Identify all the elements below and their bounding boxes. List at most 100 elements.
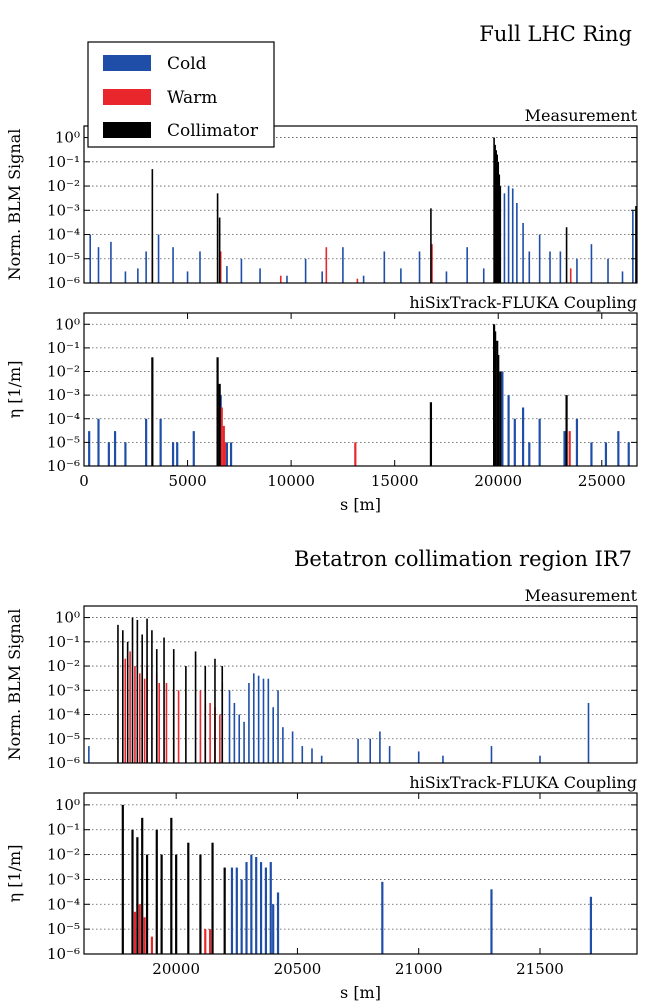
section-title-full-ring: Full LHC Ring xyxy=(479,22,632,46)
bar-warm xyxy=(124,658,127,763)
panel-title: Measurement xyxy=(525,586,638,605)
bar-warm xyxy=(209,929,212,954)
panels: 10⁰ 10⁻¹ 10⁻² 10⁻³ 10⁻⁴ 10⁻⁵ 10⁻⁶ Measurement No… xyxy=(5,106,638,1002)
bar-cold xyxy=(267,678,270,763)
y-tick-label: 10⁻³ xyxy=(47,870,80,888)
bar-cold xyxy=(304,258,307,283)
bar-cold xyxy=(369,738,372,763)
bar-cold xyxy=(159,418,162,466)
bar-collimator xyxy=(493,137,495,283)
bar-collimator xyxy=(151,357,154,466)
y-tick-label: 10⁻² xyxy=(47,657,80,675)
bar-cold xyxy=(576,258,578,283)
bar-collimator xyxy=(494,331,497,466)
bar-cold xyxy=(522,222,524,283)
bar-collimator xyxy=(151,630,153,763)
bar-cold xyxy=(417,751,420,763)
bar-cold xyxy=(228,690,231,763)
y-tick-label: 10⁻² xyxy=(47,846,80,864)
bar-cold xyxy=(501,371,504,466)
y-tick-label: 10⁻¹ xyxy=(47,153,80,171)
bar-cold xyxy=(110,241,112,283)
bar-cold xyxy=(264,867,268,954)
bar-collimator xyxy=(131,617,134,763)
y-tick-label: 10⁻¹ xyxy=(47,339,80,357)
bar-cold xyxy=(272,707,274,763)
legend-swatch-collimator xyxy=(103,122,151,138)
bar-cold xyxy=(538,418,541,466)
y-axis-label: Norm. BLM Signal xyxy=(5,609,24,761)
bar-warm xyxy=(356,278,359,283)
bar-collimator xyxy=(160,854,163,954)
bar-cold xyxy=(549,251,551,283)
y-axis-label: η [1/m] xyxy=(5,361,24,419)
x-tick-label: 15000 xyxy=(371,472,419,490)
bar-cold xyxy=(286,275,288,283)
bar-collimator xyxy=(185,666,187,763)
bar-collimator xyxy=(172,649,175,763)
bar-collimator xyxy=(136,619,139,763)
bar-collimator xyxy=(211,842,214,954)
y-tick-label: 10⁻³ xyxy=(47,201,80,219)
x-axis-label: s [m] xyxy=(340,495,381,514)
bar-cold xyxy=(259,268,261,283)
bar-collimator xyxy=(122,630,124,763)
bar-cold xyxy=(490,889,493,954)
bar-collimator xyxy=(151,169,154,283)
bar-collimator xyxy=(163,637,165,763)
bar-cold xyxy=(521,407,525,466)
bar-cold xyxy=(243,721,245,763)
bar-warm xyxy=(219,714,221,763)
bar-warm xyxy=(279,275,282,283)
y-tick-label: 10⁻² xyxy=(47,363,80,381)
bar-cold xyxy=(250,854,253,954)
bar-cold xyxy=(172,247,174,283)
y-tick-label: 10⁻⁵ xyxy=(47,730,80,748)
bar-collimator xyxy=(635,206,637,283)
bar-cold xyxy=(282,727,284,763)
bar-cold xyxy=(252,673,255,763)
bar-cold xyxy=(257,675,260,763)
bar-cold xyxy=(507,395,510,466)
y-tick-label: 10⁻⁶ xyxy=(47,754,80,772)
y-tick-label: 10⁻⁴ xyxy=(47,410,80,428)
y-tick-label: 10⁻⁴ xyxy=(47,895,80,913)
y-tick-label: 10⁻⁵ xyxy=(47,250,80,268)
bar-cold xyxy=(559,251,562,283)
bar-warm xyxy=(219,251,222,283)
bar-cold xyxy=(513,418,516,466)
bar-cold xyxy=(507,186,510,283)
bar-cold xyxy=(276,892,280,954)
bar-collimator xyxy=(194,651,197,763)
y-tick-label: 10⁻⁵ xyxy=(47,920,80,938)
bar-collimator xyxy=(214,658,216,763)
bar-warm xyxy=(150,936,154,954)
y-tick-label: 10⁻³ xyxy=(47,681,80,699)
bar-cold xyxy=(383,251,386,283)
bar-cold xyxy=(233,702,236,763)
bar-cold xyxy=(225,442,229,466)
y-tick-label: 10⁰ xyxy=(55,129,80,147)
legend-swatch-cold xyxy=(103,55,151,71)
bar-cold xyxy=(235,867,238,954)
bar-warm xyxy=(199,690,202,763)
bar-collimator xyxy=(216,357,219,466)
bar-warm xyxy=(568,431,571,466)
bar-cold xyxy=(528,442,531,466)
x-tick-label: 21000 xyxy=(395,960,443,978)
bar-collimator xyxy=(121,804,124,954)
bar-cold xyxy=(145,418,148,466)
bar-warm xyxy=(133,911,137,954)
y-tick-label: 10⁻¹ xyxy=(47,821,80,839)
bar-cold xyxy=(238,714,241,763)
bar-collimator xyxy=(497,355,500,466)
x-tick-label: 0 xyxy=(79,472,89,490)
bar-collimator xyxy=(430,208,432,283)
bar-cold xyxy=(589,896,593,954)
bar-warm xyxy=(138,904,141,954)
bar-cold xyxy=(97,247,100,283)
legend-label-warm: Warm xyxy=(167,88,217,108)
x-tick-label: 10000 xyxy=(267,472,315,490)
bar-collimator xyxy=(126,641,129,763)
